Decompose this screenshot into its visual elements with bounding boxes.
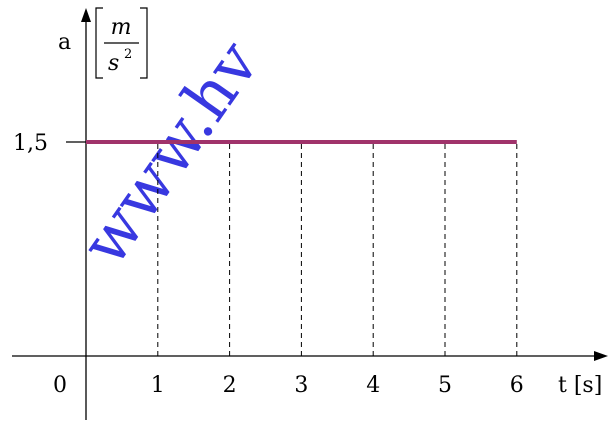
y-tick-label-1-5: 1,5 — [13, 131, 48, 156]
y-unit-numerator: m — [111, 15, 132, 40]
y-unit-exponent: 2 — [124, 47, 132, 62]
y-unit-left-bracket — [95, 7, 103, 79]
watermark: www.hv — [67, 28, 274, 279]
x-tick-label-2: 2 — [223, 373, 237, 398]
x-axis-arrow — [594, 351, 608, 361]
y-axis-label: a m s 2 — [58, 7, 148, 79]
origin-label: 0 — [53, 373, 67, 398]
x-tick-label-4: 4 — [366, 373, 380, 398]
y-unit-denominator: s — [108, 51, 119, 76]
x-tick-label-6: 6 — [510, 373, 524, 398]
x-tick-label-5: 5 — [438, 373, 452, 398]
x-axis-label: t [s] — [558, 373, 602, 398]
y-axis-arrow — [81, 8, 91, 22]
y-axis-symbol: a — [58, 30, 71, 55]
x-tick-label-3: 3 — [294, 373, 308, 398]
x-tick-labels: 1 2 3 4 5 6 — [151, 373, 524, 398]
y-unit-right-bracket — [140, 7, 148, 79]
dashed-guides — [157, 143, 518, 356]
x-tick-label-1: 1 — [151, 373, 165, 398]
